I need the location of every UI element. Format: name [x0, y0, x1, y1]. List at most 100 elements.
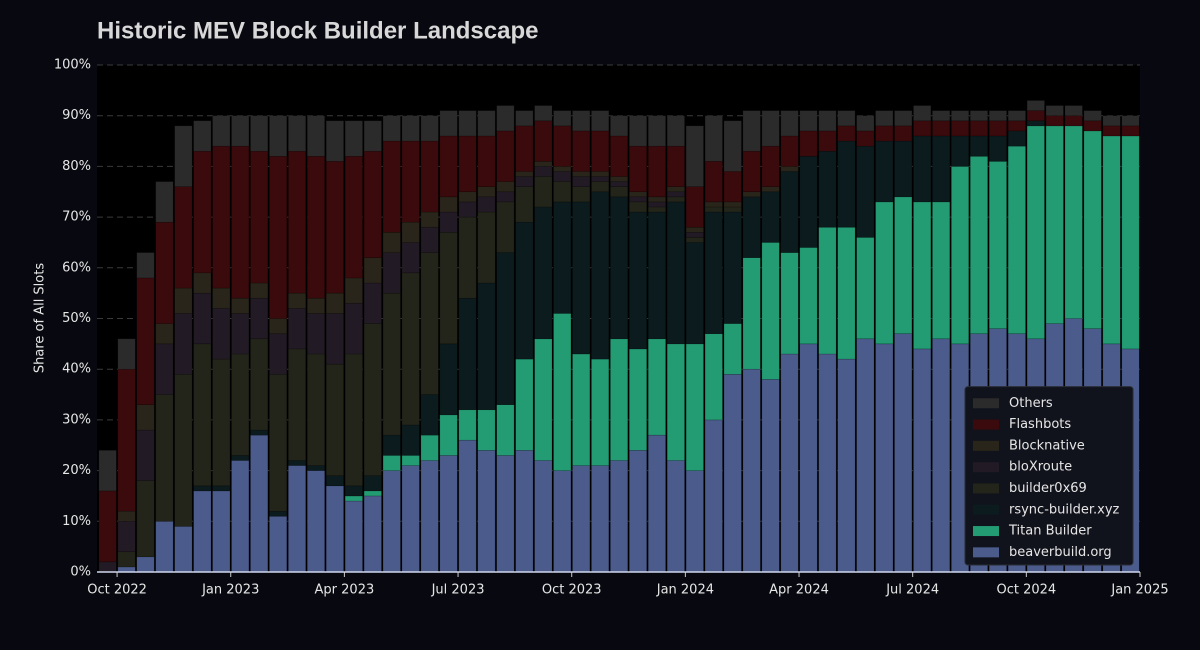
bar-segment [155, 343, 174, 395]
bar-segment [818, 353, 837, 573]
bar-segment [913, 201, 932, 350]
y-axis-label: Share of All Slots [33, 263, 48, 373]
bar-segment [666, 201, 685, 345]
bar-segment [193, 485, 212, 492]
bar-segment [780, 252, 799, 355]
bar-segment [458, 201, 477, 218]
bar-segment [742, 196, 761, 258]
bar-segment [288, 150, 307, 294]
bar-segment [136, 429, 155, 482]
bar-segment [136, 556, 155, 573]
bar-segment [837, 125, 856, 142]
bar-segment [591, 110, 610, 132]
bar-segment [932, 120, 951, 137]
bar-segment [685, 470, 704, 573]
bar-segment [401, 465, 420, 573]
bar-segment [477, 409, 496, 451]
bar-segment [1045, 105, 1064, 116]
bar-segment [250, 297, 269, 340]
bar-segment [306, 155, 325, 299]
bar-segment [288, 292, 307, 309]
bar-segment [382, 455, 401, 471]
bar-segment [628, 196, 648, 203]
legend-swatch [973, 547, 999, 558]
bar-segment [98, 561, 117, 573]
bar-segment [155, 323, 174, 345]
bar-segment [666, 186, 685, 193]
bar-segment [988, 161, 1007, 329]
bar-segment [306, 470, 325, 573]
bar-segment [591, 130, 610, 172]
bar-segment [591, 171, 610, 177]
bar-segment [363, 257, 382, 284]
bar-segment [591, 181, 610, 193]
bar-segment [250, 115, 269, 152]
bar-segment [685, 242, 704, 345]
bar-segment [250, 434, 269, 573]
bar-segment [269, 373, 288, 512]
bar-segment [325, 475, 344, 487]
bar-segment [723, 323, 742, 375]
bar-segment [496, 191, 515, 203]
bar-segment [534, 105, 553, 122]
legend-label: rsync-builder.xyz [1009, 502, 1120, 517]
bar-segment [477, 211, 496, 284]
bar-segment [534, 166, 553, 177]
bar-segment [193, 490, 212, 573]
bar-segment [572, 353, 591, 466]
x-tick-label: Apr 2024 [769, 583, 829, 598]
bar-segment [628, 145, 648, 193]
bar-segment [685, 343, 704, 471]
y-tick-label: 90% [62, 108, 91, 123]
bar-segment [515, 186, 534, 223]
bar-segment [382, 292, 401, 436]
bar-segment [628, 348, 648, 451]
bar-segment [572, 201, 591, 355]
bar-segment [193, 150, 212, 274]
bar-segment [1026, 110, 1045, 122]
bar-segment [193, 272, 212, 294]
bar-segment [988, 110, 1007, 122]
bar-segment [174, 287, 193, 314]
legend-swatch [973, 526, 999, 537]
bar-segment [1121, 125, 1140, 137]
bar-segment [704, 206, 723, 213]
bar-segment [723, 211, 742, 324]
y-tick-label: 30% [62, 412, 91, 427]
legend-label: beaverbuild.org [1009, 545, 1112, 560]
bar-segment [401, 455, 420, 466]
legend-label: Others [1009, 396, 1053, 411]
bar-segment [212, 490, 231, 573]
bar-segment [420, 434, 439, 461]
bar-segment [572, 171, 591, 177]
bar-segment [269, 333, 288, 375]
bar-segment [306, 465, 325, 471]
bar-segment [98, 490, 117, 563]
bar-segment [951, 135, 970, 167]
bar-segment [117, 510, 136, 522]
bar-segment [837, 226, 856, 360]
bar-segment [344, 495, 363, 502]
bar-segment [458, 439, 477, 573]
bar-segment [534, 120, 553, 162]
bar-segment [269, 318, 288, 335]
bar-segment [250, 282, 269, 299]
bar-segment [401, 115, 420, 142]
legend-swatch [973, 462, 999, 473]
bar-segment [780, 353, 799, 573]
bar-segment [553, 125, 572, 167]
bar-segment [704, 333, 723, 421]
bar-segment [610, 186, 629, 198]
bar-segment [704, 115, 723, 162]
bar-segment [647, 196, 666, 203]
bar-segment [856, 338, 875, 573]
bar-segment [420, 140, 439, 213]
bar-segment [288, 308, 307, 350]
bar-segment [742, 368, 761, 573]
bar-segment [818, 150, 837, 228]
bar-segment [344, 155, 363, 279]
bar-segment [515, 125, 534, 172]
bar-segment [325, 161, 344, 294]
bar-segment [647, 201, 666, 208]
bar-segment [591, 358, 610, 466]
